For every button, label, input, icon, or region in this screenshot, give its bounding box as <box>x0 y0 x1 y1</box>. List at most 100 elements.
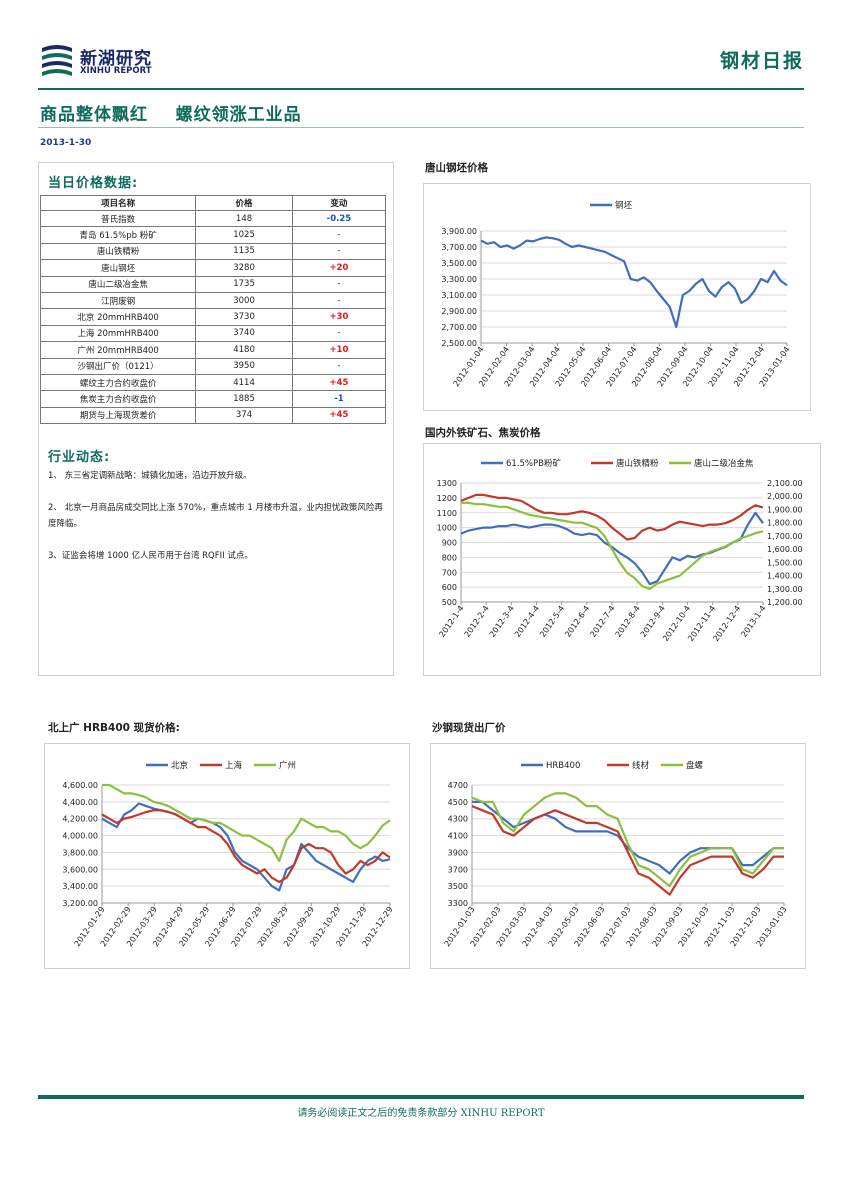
y-tick-label: 4,000.00 <box>62 832 98 841</box>
report-date: 2013-1-30 <box>40 138 92 148</box>
y-tick-label: 500 <box>442 598 457 607</box>
left-panel <box>38 162 394 676</box>
y-right-tick-label: 2,100.00 <box>767 479 803 488</box>
y-right-tick-label: 1,800.00 <box>767 519 803 528</box>
footer-disclaimer: 请务必阅读正文之后的免责条款部分 XINHU REPORT <box>297 1108 545 1119</box>
chart-legend: 钢坯 <box>590 200 633 211</box>
table-row: 螺纹主力合约收盘价 4114 +45 <box>39 373 387 392</box>
table-row: 普氏指数 148 -0.25 <box>39 209 387 228</box>
series-line-上海 <box>101 809 391 883</box>
table-row: 上海 20mmHRB400 3740- <box>39 324 387 343</box>
y-tick-label: 1300 <box>437 479 457 488</box>
cell-price: 3280 <box>195 259 293 277</box>
news-item: 1、 东三省定调新战略：城镇化加速，沿边开放升级。 <box>48 471 252 481</box>
cell-price: 3730 <box>195 308 293 326</box>
cell-name: 焦炭主力合约收盘价 <box>39 390 197 408</box>
series-line-线材 <box>471 805 784 896</box>
cell-change: -0.25 <box>291 209 387 228</box>
table-row: 唐山铁精粉 1135- <box>39 242 387 261</box>
cell-change: +45 <box>291 406 387 425</box>
y-tick-label: 3,900.00 <box>441 227 477 236</box>
cell-name: 唐山二级冶金焦 <box>39 275 197 293</box>
cell-name: 期货与上海现货差价 <box>39 406 197 425</box>
legend-label: 上海 <box>225 760 243 771</box>
y-right-tick-label: 1,300.00 <box>767 585 803 594</box>
series-line-唐山二级冶金焦 <box>461 501 764 590</box>
y-tick-label: 4,600.00 <box>62 781 98 790</box>
y-tick-label: 3,200.00 <box>62 899 98 908</box>
cell-change: - <box>291 242 387 261</box>
brand-name-cn: 新湖研究 <box>80 49 152 69</box>
legend-label: 广州 <box>279 760 296 771</box>
chart-title-billet: 唐山钢坯价格 <box>425 162 488 174</box>
cell-price: 3740 <box>195 324 293 343</box>
chart-title-ore-coke: 国内外铁矿石、焦炭价格 <box>425 427 541 439</box>
cell-change: +20 <box>291 259 387 277</box>
footer-divider <box>38 1095 804 1099</box>
news-item: 2、 北京一月商品房成交同比上涨 570%，重点城市 1 月楼市升温，业内担忧政… <box>48 503 383 529</box>
cell-change: - <box>291 324 387 343</box>
cell-change: - <box>291 275 387 293</box>
legend-label: 线材 <box>632 760 650 771</box>
cell-price: 374 <box>195 406 293 425</box>
cell-price: 1135 <box>195 242 293 261</box>
chart-legend: 北京 上海 广州 <box>146 760 296 771</box>
y-tick-label: 700 <box>442 568 457 577</box>
y-tick-label: 2,700.00 <box>441 323 477 332</box>
chart-frame <box>430 743 806 969</box>
y-tick-label: 1100 <box>437 509 457 518</box>
y-tick-label: 2,900.00 <box>441 307 477 316</box>
chart-legend: HRB400 线材 盘螺 <box>521 760 704 771</box>
table-row: 沙钢出厂价（0121） 3950- <box>39 357 387 375</box>
cell-price: 3950 <box>195 357 293 375</box>
logo-mark-icon <box>42 45 72 76</box>
price-table: 项目名称 价格 变动 普氏指数 148 -0.25 青岛 61.5%pb 粉矿 1025… <box>39 195 387 425</box>
y-right-tick-label: 1,400.00 <box>767 572 803 581</box>
table-row: 北京 20mmHRB400 3730 +30 <box>39 308 387 326</box>
series-line-盘螺 <box>471 792 784 888</box>
y-tick-label: 4700 <box>448 781 468 790</box>
y-right-tick-label: 2,000.00 <box>767 492 803 501</box>
legend-label: 盘螺 <box>686 760 704 771</box>
cell-name: 唐山铁精粉 <box>39 242 197 261</box>
legend-label: HRB400 <box>546 761 580 771</box>
cell-change: - <box>291 291 387 310</box>
y-tick-label: 3700 <box>448 865 468 874</box>
chart-frame <box>44 743 410 969</box>
legend-label: 钢坯 <box>615 200 633 211</box>
y-tick-label: 800 <box>442 553 457 562</box>
billet-price-chart: 3,900.00 3,700.00 3,500.00 3,300.00 3,100.00… <box>423 183 811 411</box>
y-tick-label: 600 <box>442 583 457 592</box>
chart-legend: 61.5%PB粉矿 唐山铁精粉 唐山二级冶金焦 <box>481 458 754 469</box>
header-divider <box>38 88 804 90</box>
y-tick-label: 2,500.00 <box>441 339 477 348</box>
news-item: 3、证监会将增 1000 亿人民币用于台湾 RQFII 试点。 <box>48 551 253 561</box>
cell-change: +45 <box>291 373 387 392</box>
table-row: 青岛 61.5%pb 粉矿 1025- <box>39 226 387 244</box>
y-tick-label: 3500 <box>448 882 468 891</box>
y-tick-label: 3,300.00 <box>441 275 477 284</box>
cell-change: - <box>291 357 387 375</box>
y-right-tick-label: 1,900.00 <box>767 505 803 514</box>
cell-name: 广州 20mmHRB400 <box>39 341 197 359</box>
table-row: 江阴废钢 3000- <box>39 291 387 310</box>
report-type: 钢材日报 <box>719 50 804 72</box>
legend-label: 唐山二级冶金焦 <box>694 458 754 469</box>
y-tick-label: 3300 <box>448 899 468 908</box>
cell-change: -1 <box>291 390 387 408</box>
cell-price: 1735 <box>195 275 293 293</box>
logo: 新湖研究 XINHU REPORT <box>40 42 170 82</box>
cell-change: - <box>291 226 387 244</box>
series-line-唐山铁精粉 <box>460 493 764 541</box>
legend-label: 北京 <box>171 760 188 771</box>
y-tick-label: 3,100.00 <box>441 291 477 300</box>
cell-name: 螺纹主力合约收盘价 <box>39 373 197 392</box>
y-right-tick-label: 1,600.00 <box>767 545 803 554</box>
legend-label: 61.5%PB粉矿 <box>506 458 561 469</box>
y-tick-label: 4,400.00 <box>62 798 98 807</box>
cell-name: 唐山钢坯 <box>39 259 197 277</box>
y-right-tick-label: 1,700.00 <box>767 532 803 541</box>
cell-name: 北京 20mmHRB400 <box>39 308 197 326</box>
table-row: 焦炭主力合约收盘价 1885 -1 <box>39 390 387 408</box>
shagang-price-chart: 470045004300410039003700350033002012-01-… <box>430 743 806 969</box>
